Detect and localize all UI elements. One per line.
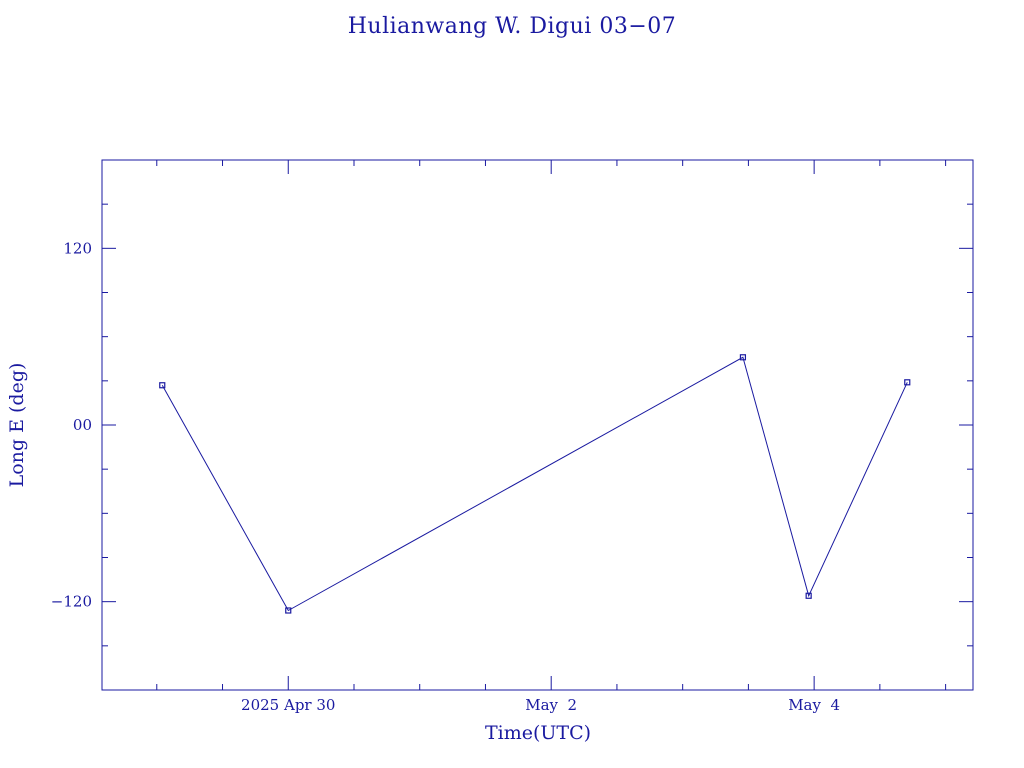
x-tick-label: 2025 Apr 30 bbox=[241, 696, 335, 714]
data-point bbox=[805, 592, 812, 599]
data-point bbox=[285, 607, 292, 614]
y-tick-label: 00 bbox=[73, 416, 92, 434]
chart-title: Hulianwang W. Digui 03−07 bbox=[347, 14, 677, 39]
x-tick-label: May 4 bbox=[788, 696, 840, 714]
y-tick-label: −120 bbox=[51, 593, 92, 611]
data-point bbox=[739, 354, 747, 361]
x-tick-label: May 2 bbox=[525, 696, 577, 714]
series-line bbox=[161, 356, 908, 612]
data-point bbox=[904, 379, 911, 386]
plot-frame bbox=[101, 159, 974, 691]
y-tick-label: 120 bbox=[63, 239, 92, 257]
y-axis-title: Long E (deg) bbox=[6, 363, 28, 488]
data-point bbox=[159, 382, 166, 389]
x-axis-title: Time(UTC) bbox=[485, 722, 591, 744]
